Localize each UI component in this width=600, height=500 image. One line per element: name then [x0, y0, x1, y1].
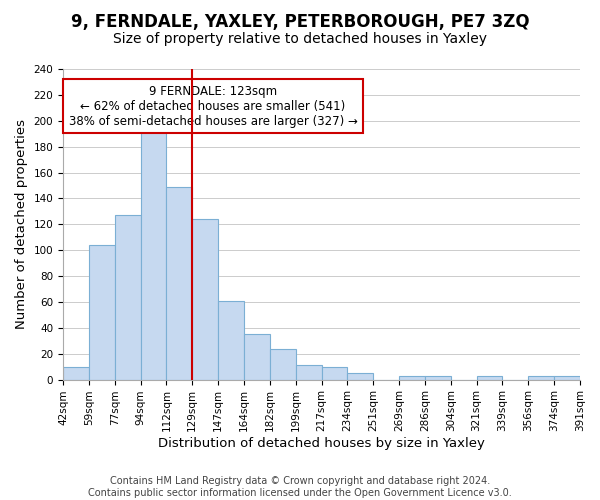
Bar	[425, 376, 451, 380]
Bar	[322, 366, 347, 380]
Text: Size of property relative to detached houses in Yaxley: Size of property relative to detached ho…	[113, 32, 487, 46]
Bar	[218, 300, 244, 380]
Text: 9 FERNDALE: 123sqm
← 62% of detached houses are smaller (541)
38% of semi-detach: 9 FERNDALE: 123sqm ← 62% of detached hou…	[68, 84, 358, 128]
Bar	[296, 366, 322, 380]
Bar	[115, 215, 140, 380]
Bar	[166, 187, 192, 380]
Bar	[192, 219, 218, 380]
Y-axis label: Number of detached properties: Number of detached properties	[15, 120, 28, 330]
Bar	[347, 373, 373, 380]
Bar	[399, 376, 425, 380]
Bar	[63, 366, 89, 380]
Bar	[529, 376, 554, 380]
Bar	[89, 245, 115, 380]
Text: 9, FERNDALE, YAXLEY, PETERBOROUGH, PE7 3ZQ: 9, FERNDALE, YAXLEY, PETERBOROUGH, PE7 3…	[71, 12, 529, 30]
Bar	[554, 376, 580, 380]
X-axis label: Distribution of detached houses by size in Yaxley: Distribution of detached houses by size …	[158, 437, 485, 450]
Text: Contains HM Land Registry data © Crown copyright and database right 2024.
Contai: Contains HM Land Registry data © Crown c…	[88, 476, 512, 498]
Bar	[476, 376, 502, 380]
Bar	[270, 348, 296, 380]
Bar	[140, 124, 166, 380]
Bar	[244, 334, 270, 380]
